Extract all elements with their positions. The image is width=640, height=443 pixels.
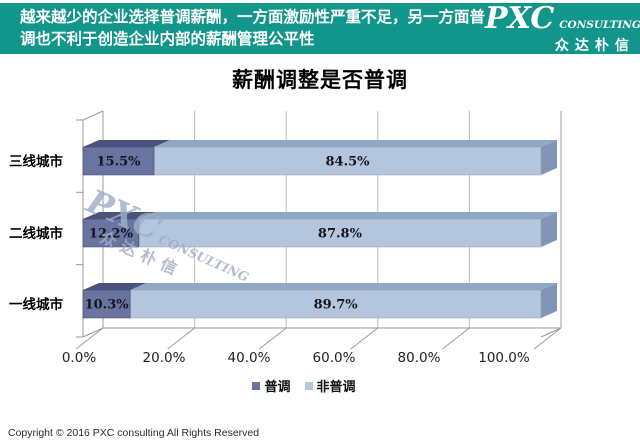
header-banner: 越来越少的企业选择普调薪酬，一方面激励性严重不足，另一方面普 调也不利于创造企业… xyxy=(0,3,640,54)
bar-cap-feiputiao xyxy=(541,283,557,318)
legend-swatch-putiao xyxy=(252,381,261,390)
bar-top-putiao xyxy=(83,283,147,290)
x-tick-label: 20.0% xyxy=(143,350,186,366)
value-label-feiputiao: 89.7% xyxy=(314,298,359,313)
chart-wall-top-edge xyxy=(82,110,104,121)
bar-segment-putiao xyxy=(82,218,140,248)
chart-title: 薪酬调整是否普调 xyxy=(232,67,408,92)
legend-label-feiputiao: 非普调 xyxy=(316,380,356,395)
legend-label-putiao: 普调 xyxy=(264,380,291,395)
value-axis-tick xyxy=(350,327,379,350)
value-label-putiao: 12.2% xyxy=(89,227,134,242)
bar-top-putiao xyxy=(83,212,155,219)
bar-cap-feiputiao xyxy=(541,140,557,175)
bar-chart: 15.5% 84.5% 三线城市 12.2% 87.8% 二线城市 10.3% 89.7% 一线… xyxy=(9,110,562,366)
chart-floor-right-edge xyxy=(540,327,562,338)
x-tick-label: 80.0% xyxy=(398,350,441,366)
bar-top-feiputiao xyxy=(130,283,557,290)
legend-swatch-feiputiao xyxy=(304,381,313,390)
header-text: 越来越少的企业选择普调薪酬，一方面激励性严重不足，另一方面普 调也不利于创造企业… xyxy=(0,3,485,51)
x-tick-label: 40.0% xyxy=(228,350,271,366)
value-axis-tick xyxy=(167,327,195,350)
pxc-logo-row: PXC CONSULTING xyxy=(485,4,640,34)
legend-item-feiputiao: 非普调 xyxy=(304,376,356,395)
value-label-feiputiao: 84.5% xyxy=(325,155,370,170)
category-label: 二线城市 xyxy=(9,225,63,242)
x-tick-label: 60.0% xyxy=(313,350,356,366)
bar-cap-feiputiao xyxy=(541,212,557,247)
chart-legend: 普调 非普调 xyxy=(0,376,624,395)
value-axis-tick xyxy=(75,327,104,350)
bar-top-putiao xyxy=(83,140,170,147)
category-label: 三线城市 xyxy=(9,153,63,170)
pxc-logo: PXC CONSULTING 众达朴信 xyxy=(485,3,640,55)
value-axis-tick xyxy=(442,327,470,350)
value-label-putiao: 10.3% xyxy=(85,298,130,313)
bar-segment-putiao xyxy=(82,289,131,319)
chart-floor-left-edge xyxy=(82,327,104,338)
value-axis-tick xyxy=(533,327,562,350)
value-label-putiao: 15.5% xyxy=(96,155,141,170)
bar-segment-putiao xyxy=(82,146,155,176)
x-tick-label: 0.0% xyxy=(62,350,96,366)
copyright-text: Copyright © 2016 PXC consulting All Righ… xyxy=(8,427,260,439)
bar-top-feiputiao xyxy=(138,212,557,219)
pxc-logo-consulting: CONSULTING xyxy=(559,19,640,31)
legend-item-putiao: 普调 xyxy=(252,376,291,395)
value-label-feiputiao: 87.8% xyxy=(318,227,363,242)
header-text-line1: 越来越少的企业选择普调薪酬，一方面激励性严重不足，另一方面普 xyxy=(20,9,486,26)
pxc-logo-main: PXC xyxy=(485,1,555,36)
category-label: 一线城市 xyxy=(9,296,63,313)
header-text-line2: 调也不利于创造企业内部的薪酬管理公平性 xyxy=(20,31,315,48)
value-axis-tick xyxy=(258,327,287,350)
bar-top-feiputiao xyxy=(153,140,558,147)
x-tick-label: 100.0% xyxy=(478,350,530,366)
pxc-logo-chinese: 众达朴信 xyxy=(554,37,635,53)
